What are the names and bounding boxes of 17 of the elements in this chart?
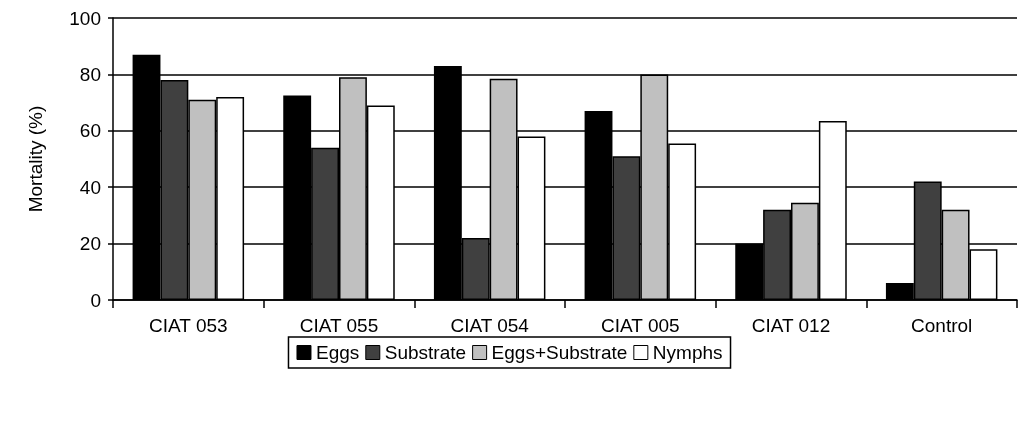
legend-label: Substrate bbox=[384, 342, 467, 363]
x-tick-label: CIAT 055 bbox=[299, 315, 379, 336]
y-tick-label: 0 bbox=[90, 289, 101, 311]
x-tick-label: CIAT 005 bbox=[601, 315, 680, 336]
x-tick-label: CIAT 012 bbox=[751, 315, 831, 336]
legend-label: Eggs+Substrate bbox=[491, 342, 628, 363]
y-tick-label: 80 bbox=[79, 63, 101, 85]
y-tick-label: 60 bbox=[79, 120, 101, 142]
legend-label: Eggs bbox=[315, 342, 360, 363]
x-tick-label: Control bbox=[911, 315, 973, 336]
x-tick-label: CIAT 054 bbox=[450, 315, 530, 336]
legend-label: Nymphs bbox=[652, 342, 723, 363]
y-tick-label: 40 bbox=[79, 176, 101, 198]
x-tick-label: CIAT 053 bbox=[149, 315, 228, 336]
y-axis-title: Mortality (%) bbox=[25, 105, 46, 213]
y-tick-label: 20 bbox=[79, 233, 101, 255]
y-tick-label: 100 bbox=[69, 7, 101, 29]
